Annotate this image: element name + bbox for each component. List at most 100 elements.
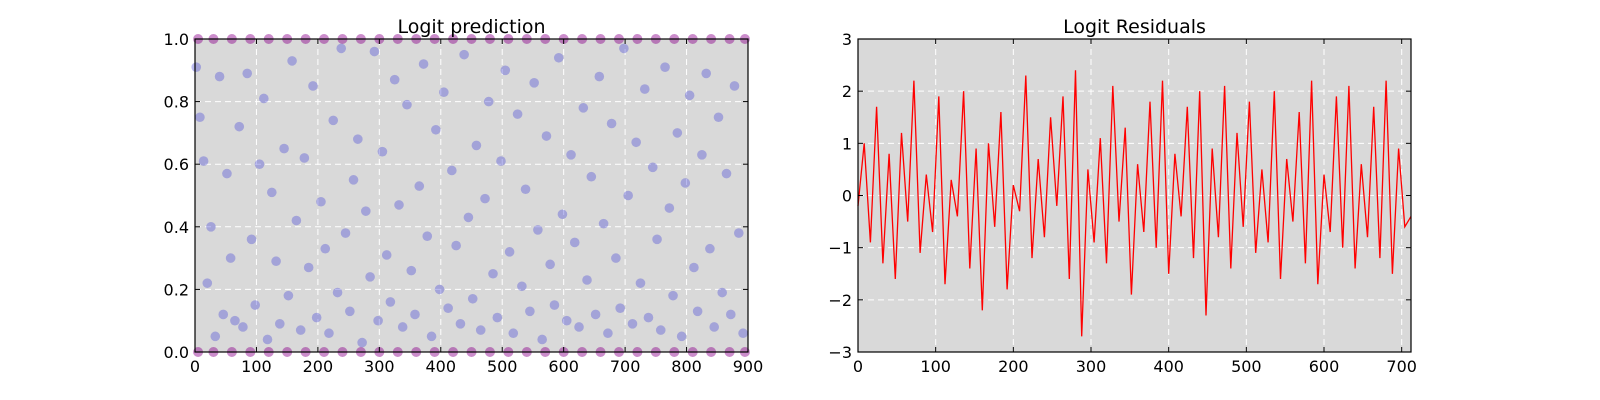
prediction-point [434, 284, 445, 295]
prediction-point [361, 206, 371, 216]
prediction-point [709, 322, 720, 332]
prediction-point [574, 322, 584, 332]
prediction-point [729, 81, 740, 91]
prediction-point [582, 275, 592, 285]
prediction-point [439, 87, 449, 98]
prediction-point [639, 84, 650, 94]
scatter-panel: 0 100 200 300 400 500 600 700 800 900 0.00.20.40.… [164, 16, 764, 376]
prediction-point [206, 222, 216, 232]
prediction-point [652, 234, 662, 245]
prediction-point [480, 193, 490, 204]
prediction-point [623, 190, 633, 201]
prediction-point [672, 128, 683, 138]
x-tick-label: 100 [241, 357, 272, 376]
x-tick-label: 100 [920, 357, 951, 376]
prediction-points [191, 43, 748, 348]
prediction-point [414, 181, 425, 191]
prediction-point [717, 287, 727, 298]
prediction-point [357, 337, 367, 348]
prediction-point [426, 331, 437, 342]
plot-area-background [195, 39, 748, 352]
prediction-point [246, 234, 257, 245]
x-tick-label: 0 [853, 357, 863, 376]
prediction-point [492, 312, 503, 323]
prediction-point [553, 52, 564, 63]
y-tick-label: 0 [842, 187, 852, 206]
prediction-point [684, 90, 695, 101]
prediction-point [549, 300, 560, 310]
prediction-point [738, 328, 748, 339]
prediction-point [397, 322, 408, 332]
prediction-point [680, 178, 691, 188]
prediction-point [692, 306, 703, 317]
prediction-point [594, 71, 605, 82]
prediction-point [447, 165, 457, 176]
x-tick-label: 800 [671, 357, 702, 376]
prediction-point [418, 59, 429, 69]
prediction-point [525, 306, 535, 317]
prediction-point [545, 259, 555, 270]
prediction-point [381, 250, 392, 260]
prediction-point [561, 315, 572, 326]
y-axis-ticks: 0.0 0.2 0.4 0.6 0.8 1.0 [164, 30, 748, 362]
prediction-point [557, 209, 568, 220]
prediction-point [643, 312, 654, 323]
prediction-point [238, 322, 248, 332]
prediction-point [483, 96, 494, 107]
prediction-point [713, 112, 724, 123]
prediction-point [504, 247, 515, 257]
prediction-point [508, 328, 519, 339]
chart-title: Logit prediction [397, 16, 545, 38]
prediction-point [422, 231, 433, 241]
chart-title: Logit Residuals [1063, 16, 1206, 38]
x-tick-label: 400 [1153, 357, 1184, 376]
prediction-point [520, 184, 531, 195]
prediction-point [598, 218, 609, 229]
prediction-point [655, 325, 666, 335]
prediction-point [537, 334, 547, 345]
prediction-point [586, 171, 597, 182]
prediction-point [316, 196, 326, 207]
prediction-point [267, 187, 277, 198]
prediction-point [279, 143, 289, 154]
prediction-point [262, 334, 273, 345]
prediction-point [348, 175, 359, 185]
prediction-point [328, 115, 339, 126]
prediction-point [250, 300, 261, 310]
prediction-point [402, 99, 412, 110]
plot-frame [194, 38, 749, 353]
prediction-point [225, 253, 236, 263]
prediction-point [210, 331, 221, 342]
prediction-point [733, 228, 744, 238]
prediction-point [195, 112, 205, 123]
prediction-point [394, 200, 404, 210]
prediction-point [373, 315, 383, 326]
prediction-point [459, 49, 469, 60]
prediction-point [230, 315, 240, 326]
prediction-point [606, 118, 617, 129]
prediction-point [647, 162, 658, 173]
prediction-point [283, 290, 294, 301]
x-tick-label: 500 [487, 357, 518, 376]
y-axis-ticks: −3 −2 −1 0 1 2 3 [828, 30, 1411, 362]
y-tick-label: −3 [828, 343, 852, 362]
x-tick-label: 600 [1309, 357, 1340, 376]
prediction-point [512, 109, 523, 119]
prediction-point [242, 68, 253, 79]
x-tick-label: 700 [1386, 357, 1417, 376]
prediction-point [463, 212, 474, 223]
x-tick-label: 400 [426, 357, 457, 376]
prediction-point [431, 124, 441, 135]
prediction-point [705, 243, 715, 254]
y-tick-label: 1 [842, 134, 852, 153]
prediction-point [590, 309, 601, 320]
prediction-point [222, 168, 232, 179]
prediction-point [533, 225, 543, 235]
prediction-point [365, 272, 375, 282]
grid-lines [195, 39, 748, 352]
x-tick-label: 0 [190, 357, 200, 376]
prediction-point [202, 278, 213, 288]
residuals-line [857, 70, 1412, 337]
prediction-point [689, 262, 699, 273]
prediction-point [443, 303, 453, 313]
